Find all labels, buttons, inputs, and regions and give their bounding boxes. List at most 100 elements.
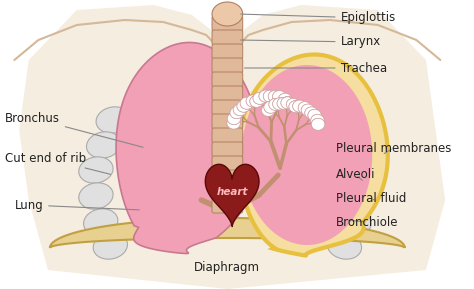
- Ellipse shape: [327, 233, 362, 259]
- Ellipse shape: [281, 97, 295, 108]
- Ellipse shape: [308, 109, 321, 121]
- Ellipse shape: [308, 109, 321, 121]
- Text: Lung: Lung: [14, 199, 139, 212]
- Polygon shape: [205, 164, 259, 227]
- Text: Pleural membranes: Pleural membranes: [336, 142, 451, 155]
- Ellipse shape: [259, 90, 273, 102]
- Ellipse shape: [311, 118, 325, 130]
- Ellipse shape: [311, 114, 324, 126]
- Ellipse shape: [301, 104, 315, 116]
- Ellipse shape: [278, 93, 292, 105]
- Ellipse shape: [273, 98, 286, 110]
- Text: Trachea: Trachea: [245, 62, 387, 75]
- Ellipse shape: [293, 100, 306, 112]
- Ellipse shape: [240, 97, 254, 109]
- Ellipse shape: [83, 209, 118, 235]
- Ellipse shape: [237, 100, 250, 112]
- Ellipse shape: [286, 98, 300, 110]
- Text: Pleural fluid: Pleural fluid: [336, 192, 406, 205]
- Ellipse shape: [273, 98, 286, 110]
- Ellipse shape: [277, 97, 291, 109]
- Ellipse shape: [281, 97, 294, 109]
- Ellipse shape: [93, 233, 128, 259]
- Ellipse shape: [311, 114, 324, 126]
- Text: Bronchus: Bronchus: [5, 112, 143, 147]
- Ellipse shape: [290, 101, 303, 113]
- Ellipse shape: [298, 102, 311, 114]
- Ellipse shape: [334, 132, 368, 158]
- Ellipse shape: [250, 95, 264, 107]
- Ellipse shape: [246, 95, 259, 107]
- FancyBboxPatch shape: [212, 44, 243, 59]
- FancyBboxPatch shape: [212, 30, 243, 45]
- Ellipse shape: [286, 98, 300, 110]
- Ellipse shape: [268, 90, 282, 102]
- FancyBboxPatch shape: [212, 128, 243, 143]
- Ellipse shape: [289, 101, 302, 113]
- Ellipse shape: [269, 98, 283, 110]
- FancyBboxPatch shape: [212, 100, 243, 115]
- Ellipse shape: [324, 107, 359, 133]
- Ellipse shape: [240, 97, 254, 109]
- Ellipse shape: [311, 118, 325, 130]
- Ellipse shape: [263, 90, 277, 102]
- Ellipse shape: [301, 104, 315, 116]
- Text: Larynx: Larynx: [241, 36, 381, 49]
- Text: Bronchiole: Bronchiole: [336, 216, 398, 229]
- Ellipse shape: [281, 97, 294, 109]
- FancyBboxPatch shape: [212, 58, 243, 73]
- Ellipse shape: [230, 107, 244, 119]
- Ellipse shape: [253, 92, 266, 104]
- Ellipse shape: [233, 104, 246, 116]
- Ellipse shape: [253, 92, 266, 104]
- FancyBboxPatch shape: [212, 156, 243, 171]
- Ellipse shape: [273, 90, 286, 103]
- Ellipse shape: [237, 100, 250, 112]
- FancyBboxPatch shape: [212, 114, 243, 129]
- Ellipse shape: [277, 97, 291, 109]
- Ellipse shape: [264, 101, 277, 113]
- Ellipse shape: [259, 90, 273, 102]
- Ellipse shape: [342, 157, 376, 183]
- Ellipse shape: [250, 95, 264, 107]
- Ellipse shape: [86, 132, 121, 158]
- Text: Alveoli: Alveoli: [336, 168, 375, 181]
- Ellipse shape: [250, 95, 263, 107]
- Ellipse shape: [305, 107, 318, 119]
- Ellipse shape: [278, 93, 292, 105]
- Ellipse shape: [262, 104, 275, 116]
- FancyBboxPatch shape: [212, 142, 243, 157]
- Polygon shape: [238, 55, 388, 255]
- Ellipse shape: [262, 104, 275, 116]
- Text: heart: heart: [217, 187, 248, 197]
- Text: Epiglottis: Epiglottis: [241, 12, 396, 25]
- Ellipse shape: [342, 183, 376, 209]
- Ellipse shape: [246, 95, 259, 107]
- Ellipse shape: [289, 101, 302, 113]
- Ellipse shape: [250, 95, 263, 107]
- Polygon shape: [242, 65, 372, 245]
- Ellipse shape: [337, 209, 371, 235]
- Ellipse shape: [298, 102, 311, 114]
- Ellipse shape: [281, 97, 295, 108]
- Polygon shape: [116, 42, 260, 253]
- FancyBboxPatch shape: [212, 184, 243, 199]
- Ellipse shape: [212, 2, 243, 26]
- Ellipse shape: [305, 107, 318, 119]
- FancyBboxPatch shape: [212, 72, 243, 87]
- Ellipse shape: [96, 107, 130, 133]
- Ellipse shape: [227, 117, 240, 129]
- Text: Cut end of rib: Cut end of rib: [5, 151, 110, 174]
- Ellipse shape: [233, 104, 246, 116]
- Ellipse shape: [227, 113, 241, 125]
- Polygon shape: [19, 5, 445, 289]
- Ellipse shape: [293, 100, 306, 112]
- Ellipse shape: [79, 157, 113, 183]
- Ellipse shape: [227, 117, 240, 129]
- Ellipse shape: [227, 113, 241, 125]
- Ellipse shape: [290, 101, 303, 113]
- Ellipse shape: [230, 107, 244, 119]
- FancyBboxPatch shape: [212, 198, 243, 213]
- Polygon shape: [50, 218, 405, 248]
- Ellipse shape: [263, 90, 277, 102]
